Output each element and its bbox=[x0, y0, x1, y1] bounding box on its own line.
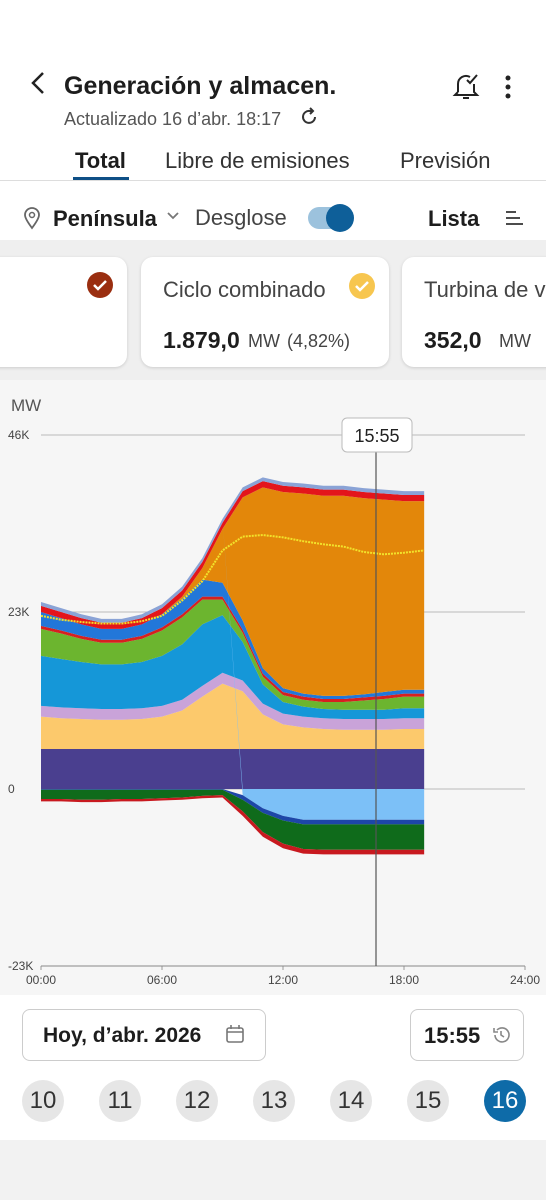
list-button[interactable]: Lista bbox=[428, 206, 480, 231]
card-share: (4,82%) bbox=[287, 331, 351, 351]
card-value: 1.879,0 bbox=[163, 327, 240, 353]
back-button[interactable] bbox=[28, 70, 48, 96]
card-name: Turbina de vapor bbox=[424, 277, 546, 302]
cursor-label: 15:55 bbox=[354, 426, 399, 446]
card-unit: MW bbox=[248, 331, 280, 351]
card[interactable] bbox=[0, 257, 127, 367]
x-tick-label: 18:00 bbox=[389, 973, 419, 987]
day-button[interactable]: 12 bbox=[176, 1080, 218, 1122]
cursor-box bbox=[341, 417, 413, 453]
y-tick-label: 46K bbox=[8, 428, 29, 442]
day-button[interactable]: 16 bbox=[484, 1080, 526, 1122]
area bbox=[41, 795, 425, 855]
area bbox=[41, 789, 425, 825]
divider bbox=[0, 180, 546, 181]
area bbox=[41, 615, 425, 719]
menu-icon[interactable] bbox=[500, 74, 516, 100]
day-button[interactable]: 10 bbox=[22, 1080, 64, 1122]
tab[interactable]: Previsión bbox=[400, 148, 491, 173]
line bbox=[40, 534, 425, 625]
page-title: Generación y almacen. bbox=[64, 72, 337, 100]
x-tick-label: 00:00 bbox=[26, 973, 56, 987]
area bbox=[41, 683, 425, 749]
day-button[interactable]: 15 bbox=[407, 1080, 449, 1122]
area bbox=[41, 789, 425, 850]
card-name: Ciclo combinado bbox=[163, 277, 326, 302]
y-tick-label: -23K bbox=[8, 959, 33, 973]
breakdown-label: Desglose bbox=[195, 205, 287, 230]
time-label: 15:55 bbox=[424, 1023, 481, 1048]
tab[interactable]: Libre de emisiones bbox=[165, 148, 350, 173]
footer bbox=[0, 1140, 546, 1200]
day-button[interactable]: 13 bbox=[253, 1080, 295, 1122]
card-unit: MW bbox=[499, 331, 531, 351]
tab-indicator bbox=[73, 177, 129, 180]
card[interactable]: Ciclo combinado 1.879,0 MW (4,82%) bbox=[141, 257, 389, 367]
card[interactable]: Turbina de vapor 352,0 MW bbox=[402, 257, 546, 367]
area bbox=[41, 579, 425, 699]
area bbox=[41, 748, 425, 789]
area bbox=[41, 477, 425, 623]
day-button[interactable]: 11 bbox=[99, 1080, 141, 1122]
dropdown-icon bbox=[167, 212, 179, 220]
area bbox=[41, 487, 425, 696]
region-select[interactable]: Península bbox=[53, 206, 157, 231]
date-label: Hoy, d’abr. 2026 bbox=[43, 1024, 202, 1047]
location-icon bbox=[24, 207, 40, 230]
card-value: 352,0 bbox=[424, 327, 482, 353]
area bbox=[41, 672, 425, 730]
x-tick-label: 24:00 bbox=[510, 973, 540, 987]
y-tick-label: 0 bbox=[8, 782, 15, 796]
x-tick-label: 06:00 bbox=[147, 973, 177, 987]
y-tick-label: 23K bbox=[8, 605, 29, 619]
time-picker[interactable]: 15:55 bbox=[410, 1009, 524, 1061]
refresh-icon[interactable] bbox=[298, 106, 320, 128]
x-tick-label: 12:00 bbox=[268, 973, 298, 987]
toggle[interactable] bbox=[308, 204, 354, 232]
y-axis-label: MW bbox=[11, 396, 41, 415]
area bbox=[41, 599, 425, 710]
date-picker[interactable]: Hoy, d’abr. 2026 bbox=[22, 1009, 266, 1061]
tab[interactable]: Total bbox=[75, 148, 126, 173]
alert-icon[interactable] bbox=[450, 70, 482, 102]
updated-text: Actualizado 16 d’abr. 18:17 bbox=[64, 109, 282, 129]
day-button[interactable]: 14 bbox=[330, 1080, 372, 1122]
sort-icon[interactable] bbox=[504, 209, 524, 227]
area bbox=[41, 518, 425, 820]
area bbox=[41, 481, 425, 629]
